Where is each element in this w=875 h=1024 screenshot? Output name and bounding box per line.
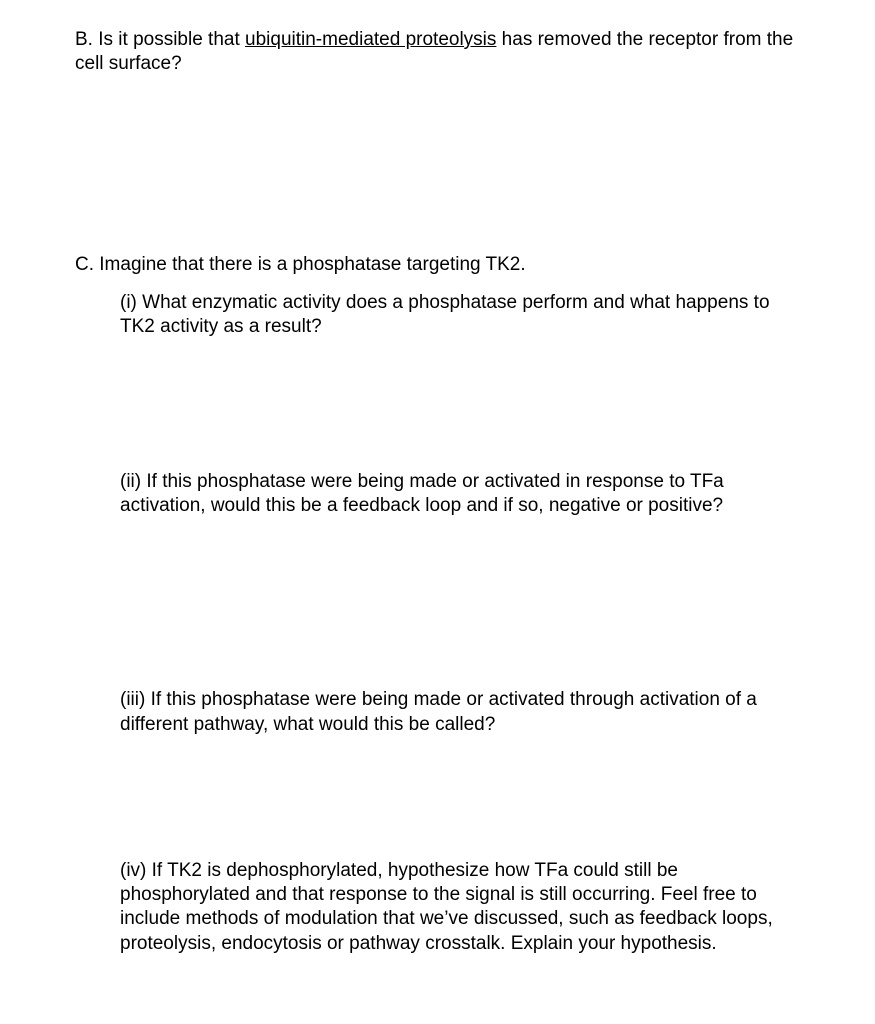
question-c-i: (i) What enzymatic activity does a phosp… [120, 291, 805, 340]
question-b-prefix: B. Is it possible that [75, 29, 245, 50]
worksheet-page: B. Is it possible that ubiquitin-mediate… [0, 0, 875, 1024]
question-c-ii: (ii) If this phosphatase were being made… [120, 470, 805, 519]
question-c-intro: C. Imagine that there is a phosphatase t… [75, 253, 805, 277]
question-b: B. Is it possible that ubiquitin-mediate… [75, 28, 805, 77]
question-c-iv: (iv) If TK2 is dephosphorylated, hypothe… [120, 859, 805, 956]
answer-space-c-i [75, 340, 805, 470]
answer-space-c-iii [75, 737, 805, 859]
question-b-underlined-term: ubiquitin-mediated proteolysis [245, 29, 496, 50]
question-c-iii: (iii) If this phosphatase were being mad… [120, 688, 805, 737]
answer-space-b [75, 77, 805, 253]
spacer [75, 277, 805, 291]
answer-space-c-ii [75, 518, 805, 688]
